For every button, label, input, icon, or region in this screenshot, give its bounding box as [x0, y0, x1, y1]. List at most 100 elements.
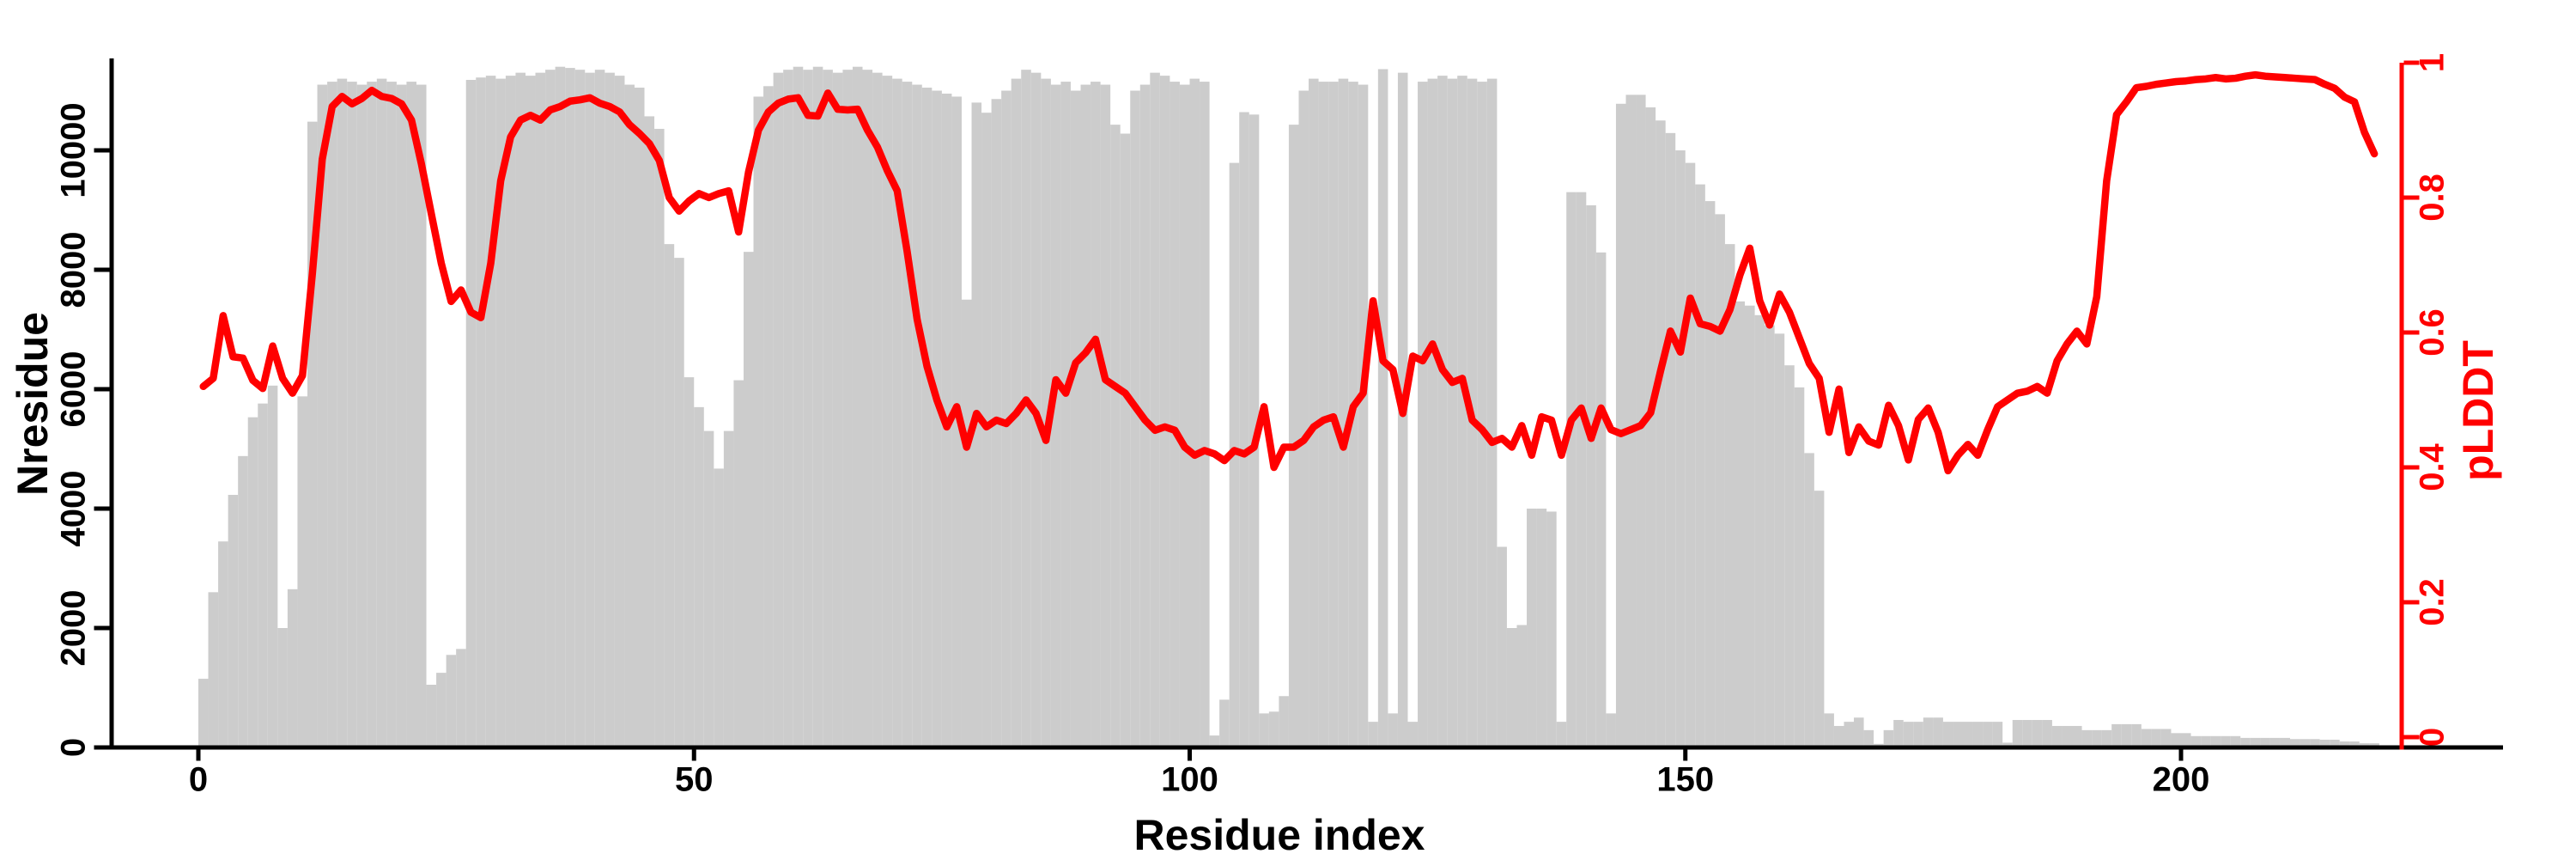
bar — [525, 76, 536, 748]
bar — [1080, 84, 1091, 748]
bar — [1050, 84, 1061, 748]
bar — [872, 72, 883, 747]
bar — [446, 655, 457, 747]
bar — [2072, 725, 2082, 747]
bar — [1546, 511, 1557, 747]
left-axis-tick — [94, 387, 110, 392]
bar — [614, 76, 625, 748]
bar — [1457, 76, 1467, 748]
bar — [495, 78, 506, 748]
bar — [476, 77, 486, 747]
bar — [2022, 720, 2032, 747]
bar — [1704, 201, 1716, 747]
bar — [1249, 114, 1260, 748]
bar — [753, 96, 764, 747]
bar — [1309, 78, 1319, 748]
bar — [2269, 737, 2281, 747]
bar — [1913, 722, 1923, 747]
bar — [1893, 720, 1904, 747]
right-axis-tick-label: 0 — [2413, 727, 2451, 747]
bar — [2111, 723, 2122, 747]
bar — [902, 82, 913, 747]
x-axis-tick — [691, 749, 696, 761]
bar — [2230, 735, 2241, 747]
bar — [694, 406, 704, 747]
bar — [1368, 722, 1378, 747]
bar — [406, 82, 416, 747]
bar — [882, 76, 893, 748]
bar — [1824, 713, 1834, 747]
bar — [1279, 696, 1289, 747]
bar — [228, 495, 239, 747]
bar — [1606, 713, 1616, 747]
right-axis-tick-label: 0.4 — [2413, 443, 2451, 491]
bar — [605, 72, 615, 747]
bar — [783, 70, 793, 748]
bar — [1566, 192, 1577, 747]
bar — [1665, 132, 1676, 748]
bar — [1150, 72, 1160, 747]
bar — [823, 70, 833, 748]
bar — [1656, 120, 1666, 747]
bar — [2121, 723, 2132, 747]
bar — [703, 430, 714, 747]
bar — [1675, 150, 1686, 747]
bar — [812, 66, 823, 747]
bar — [664, 244, 675, 747]
bar — [1268, 711, 1279, 747]
bar — [1814, 491, 1825, 747]
bar — [1219, 699, 1230, 747]
right-axis-tick-label: 0.2 — [2413, 578, 2451, 626]
bar — [1695, 184, 1705, 748]
left-axis-tick-label: 0 — [54, 737, 93, 758]
bar — [832, 72, 843, 747]
x-axis-tick — [196, 749, 201, 761]
bar — [932, 90, 942, 747]
bar — [267, 385, 278, 747]
bar — [208, 592, 219, 747]
bar — [1983, 722, 1993, 747]
left-axis-tick-label: 2000 — [54, 589, 93, 667]
bar — [2062, 725, 2073, 747]
bar — [505, 76, 516, 748]
bar — [2131, 723, 2142, 747]
bar — [1942, 722, 1953, 747]
bar — [1200, 82, 1210, 747]
bar — [247, 417, 258, 747]
right-axis-title: pLDDT — [2454, 340, 2502, 481]
bar — [2339, 741, 2350, 747]
bar — [1833, 725, 1844, 747]
bar — [1516, 625, 1528, 747]
left-axis-tick-label: 6000 — [54, 351, 93, 428]
bar — [2201, 735, 2211, 747]
bar — [258, 403, 268, 747]
bar — [1120, 133, 1131, 748]
bar — [793, 66, 804, 747]
bar — [2300, 739, 2311, 747]
bar — [238, 455, 248, 747]
bar — [714, 468, 724, 747]
bar — [1041, 78, 1051, 748]
bar — [1972, 722, 1984, 747]
bar — [1259, 713, 1269, 747]
bar — [1100, 84, 1111, 748]
left-axis-tick-label: 10000 — [54, 102, 93, 198]
left-axis-tick-label: 8000 — [54, 231, 93, 308]
bar — [1953, 722, 1964, 747]
right-axis-tick-label: 1 — [2413, 52, 2451, 73]
bar — [2181, 733, 2191, 747]
bar — [1418, 82, 1428, 747]
bar — [1506, 628, 1517, 747]
x-axis-tick-label: 0 — [188, 760, 209, 799]
bar — [892, 78, 902, 748]
left-axis-tick — [94, 745, 110, 750]
left-axis-title: Nresidue — [9, 312, 57, 496]
bar — [2092, 729, 2102, 747]
bar — [743, 252, 754, 747]
bar — [317, 84, 328, 748]
bar — [1527, 509, 1537, 747]
bar — [1883, 729, 1894, 747]
bar — [2042, 720, 2052, 747]
